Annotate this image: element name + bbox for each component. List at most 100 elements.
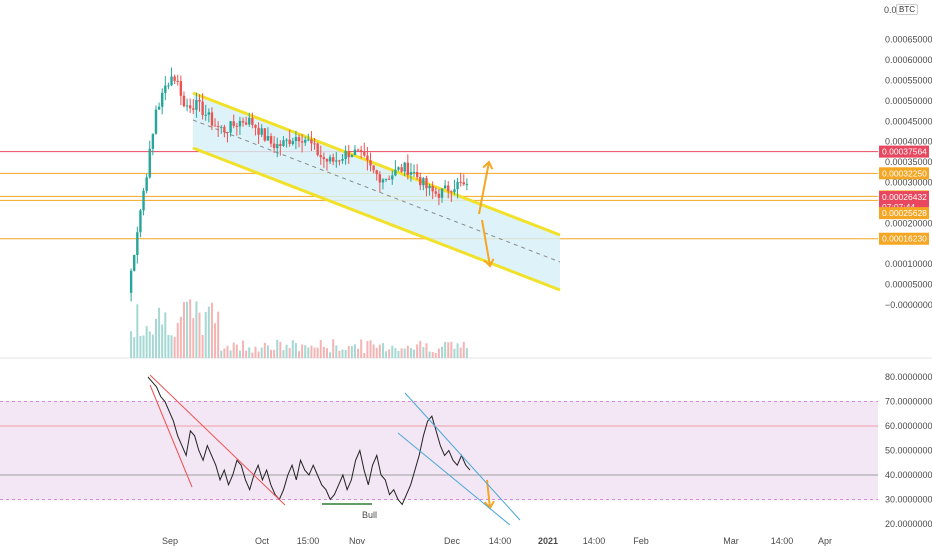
oscillator-band <box>0 401 878 500</box>
candle-body <box>425 178 428 189</box>
volume-bar <box>360 339 363 358</box>
volume-bar <box>145 326 148 358</box>
candle-body <box>325 159 329 162</box>
candle-body <box>415 171 419 178</box>
candle-body <box>443 185 447 189</box>
price-axis-tick: 0.00065000 <box>885 35 932 45</box>
candle-body <box>216 126 220 128</box>
bull-annotation: Bull <box>362 510 377 520</box>
volume-bar <box>257 351 260 358</box>
volume-bar <box>447 342 450 358</box>
candle-body <box>257 127 260 135</box>
candle-body <box>447 185 450 192</box>
candle-body <box>291 141 294 144</box>
volume-bar <box>453 348 456 358</box>
volume-bar <box>148 331 151 358</box>
volume-bar <box>204 311 207 358</box>
candle-body <box>251 117 254 125</box>
volume-bar <box>413 349 416 358</box>
volume-bar <box>363 352 366 358</box>
price-tag-bg-5 <box>879 207 929 220</box>
candle-body <box>403 162 406 172</box>
candle-body <box>366 155 369 161</box>
candle-body <box>154 109 158 134</box>
candle-body <box>300 141 304 143</box>
price-axis-tick: 0.00030000 <box>885 178 932 188</box>
volume-bar <box>242 340 245 358</box>
volume-bar <box>223 348 226 358</box>
candle-body <box>266 135 270 141</box>
candle-body <box>139 210 142 233</box>
volume-bar <box>139 335 142 358</box>
price-axis-tick: 0.00045000 <box>885 116 932 126</box>
volume-bar <box>394 348 397 358</box>
price-axis-tick: 0.00035000 <box>885 157 932 167</box>
volume-bar <box>441 346 444 358</box>
volume-bar <box>456 343 459 358</box>
candle-body <box>344 150 347 159</box>
volume-bar <box>385 351 388 358</box>
volume-bar <box>388 349 391 358</box>
candle-body <box>129 270 133 293</box>
price-tag-5: 0.00025628 <box>882 208 927 218</box>
volume-bar <box>276 339 279 358</box>
volume-bar <box>179 316 182 358</box>
volume-bar <box>207 306 210 358</box>
volume-bar <box>263 342 266 358</box>
volume-bar <box>319 340 322 358</box>
volume-bar <box>350 346 353 358</box>
volume-bar <box>341 349 344 358</box>
volume-bar <box>154 318 157 358</box>
candle-body <box>269 135 273 144</box>
price-tag-bg-1 <box>879 167 929 180</box>
volume-bar <box>170 335 173 358</box>
volume-bar <box>164 312 167 358</box>
price-tag-bg-3 <box>879 191 929 204</box>
candle-body <box>198 99 201 102</box>
time-axis-tick: Oct <box>255 536 270 546</box>
currency-badge[interactable]: BTC <box>896 4 918 15</box>
volume-bar <box>406 345 409 358</box>
candle-body <box>313 143 316 145</box>
volume-bar <box>353 344 356 358</box>
candle-body <box>173 76 176 81</box>
candle-body <box>213 125 217 127</box>
candle-body <box>188 105 192 109</box>
volume-bar <box>332 339 335 358</box>
price-tag-4: 07:07:44 <box>882 202 915 212</box>
down-target-arrow-head <box>483 258 495 268</box>
volume-bar <box>444 341 447 358</box>
candle-body <box>434 191 437 194</box>
candle-body <box>148 148 151 178</box>
volume-bar <box>347 346 350 358</box>
price-axis-tick: 0.00050000 <box>885 96 932 106</box>
volume-bar <box>397 350 400 358</box>
volume-bar <box>270 349 273 358</box>
volume-bar <box>422 347 425 358</box>
time-axis-tick: 14:00 <box>771 536 794 546</box>
candle-body <box>294 137 298 142</box>
volume-bar <box>316 347 319 358</box>
candle-body <box>462 182 465 185</box>
candle-body <box>332 157 335 162</box>
candle-body <box>450 191 453 193</box>
candle-body <box>359 150 363 152</box>
volume-bar <box>195 301 198 358</box>
volume-bar <box>176 322 179 358</box>
volume-bar <box>357 348 360 358</box>
candle-body <box>136 232 139 256</box>
volume-bar <box>285 344 288 358</box>
volume-bar <box>210 302 213 358</box>
volume-bar <box>151 334 154 358</box>
candle-body <box>223 126 226 132</box>
time-axis-tick: Nov <box>349 536 366 546</box>
price-tag-bg-6 <box>879 232 929 245</box>
time-axis-tick: Feb <box>633 536 649 546</box>
candle-body <box>394 169 397 176</box>
channel-lower-line <box>192 146 561 292</box>
candle-body <box>142 190 145 211</box>
